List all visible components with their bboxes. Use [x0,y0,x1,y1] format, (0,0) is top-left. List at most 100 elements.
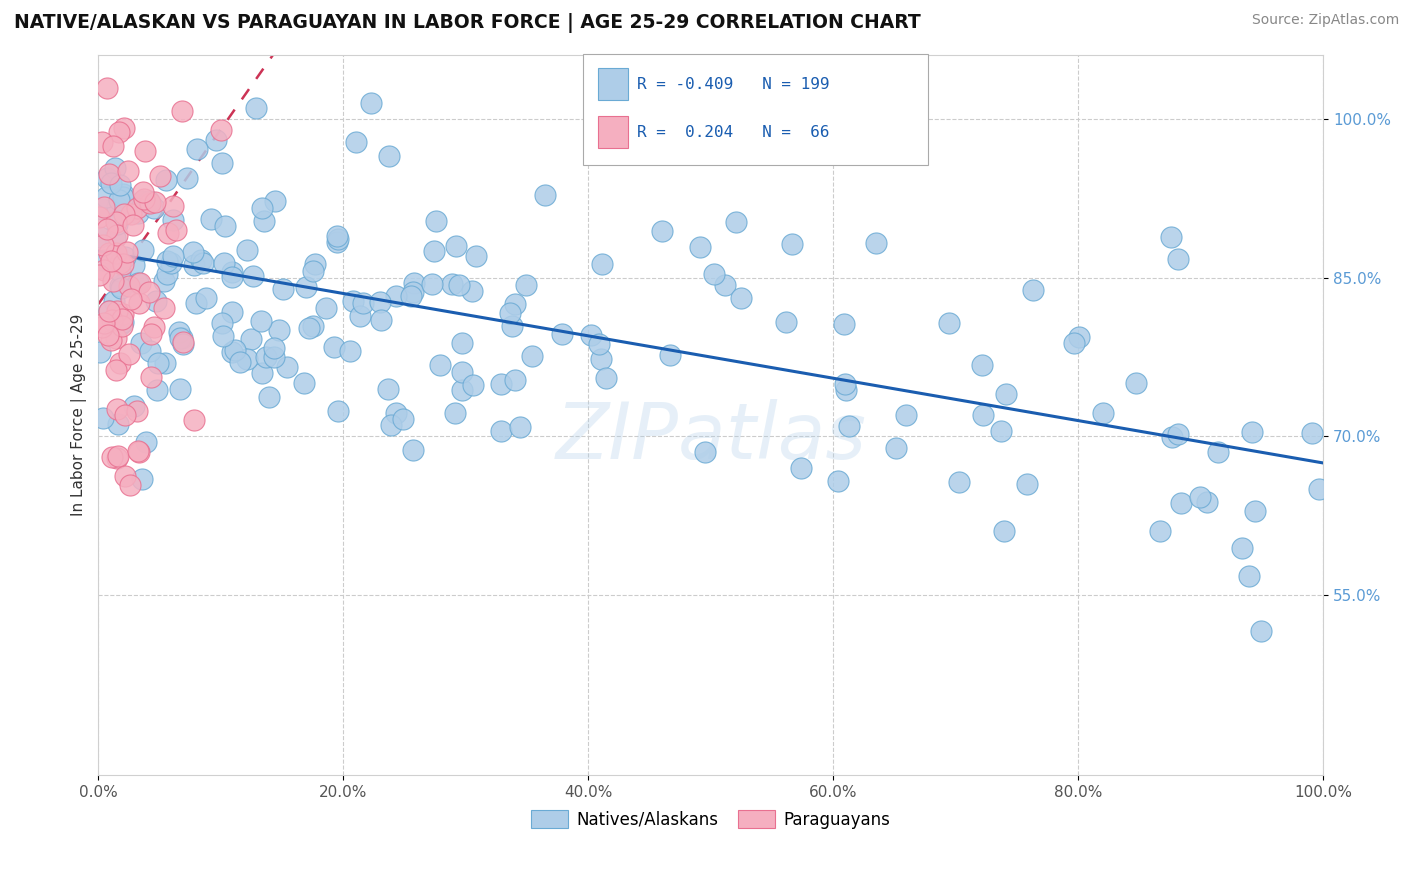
Point [212,256,235,270]
Point [157,226,180,240]
Point [1237,569,1260,583]
Point [221,270,243,285]
Point [295,280,318,294]
Point [100,177,122,191]
Y-axis label: In Labor Force | Age 25-29: In Labor Force | Age 25-29 [72,314,87,516]
Point [276,359,298,374]
Point [221,304,243,318]
Point [252,366,274,380]
Point [659,348,682,362]
Point [134,145,156,159]
Point [239,333,262,347]
Text: ZIPatlas: ZIPatlas [555,399,866,475]
Point [112,190,135,204]
Point [304,257,326,271]
Point [169,331,191,345]
Point [224,343,246,358]
Point [101,274,124,288]
Point [1250,624,1272,638]
Point [89,345,111,359]
Point [399,289,422,303]
Point [834,383,856,397]
Point [172,334,194,349]
Point [377,149,399,163]
Point [328,404,350,418]
Point [98,245,121,260]
Point [104,215,127,229]
Point [117,163,139,178]
Point [128,296,150,310]
Point [595,370,617,384]
Point [420,277,443,291]
Point [105,304,128,318]
Point [730,292,752,306]
Point [714,277,737,292]
Point [703,267,725,281]
Point [349,309,371,323]
Point [131,194,153,208]
Point [153,356,176,370]
Point [112,307,135,321]
Point [87,268,110,283]
Point [301,318,323,333]
Point [579,328,602,343]
Point [162,212,184,227]
Point [1244,504,1267,518]
Point [96,170,118,185]
Point [107,125,129,139]
Point [186,142,208,156]
Point [509,420,531,434]
Point [993,524,1015,538]
Point [191,255,214,269]
Text: R = -0.409   N = 199: R = -0.409 N = 199 [637,77,830,92]
Point [990,424,1012,438]
Point [110,279,132,293]
Point [695,445,717,459]
Point [111,318,134,333]
Point [1195,495,1218,509]
Point [138,343,160,358]
Point [425,214,447,228]
Point [108,318,131,332]
Point [344,136,367,150]
Point [120,293,142,307]
Point [98,167,121,181]
Point [326,232,349,246]
Point [112,315,135,329]
Point [245,101,267,115]
Point [588,336,610,351]
Point [162,199,184,213]
Point [1167,426,1189,441]
Point [326,228,349,243]
Point [461,284,484,298]
Point [110,256,132,270]
Point [689,240,711,254]
Point [315,301,337,315]
Point [100,333,122,347]
Point [170,330,193,344]
Point [108,263,131,277]
Point [105,227,128,242]
Point [209,123,232,137]
Point [292,376,315,390]
Point [200,212,222,227]
Point [183,259,205,273]
Point [148,355,170,369]
Point [152,274,174,288]
Point [970,358,993,372]
Point [250,314,273,328]
Point [107,417,129,431]
Point [444,239,467,253]
Point [172,337,194,351]
Point [263,341,285,355]
Text: Source: ZipAtlas.com: Source: ZipAtlas.com [1251,13,1399,28]
Point [132,192,155,206]
Point [127,276,149,290]
Point [938,316,960,330]
Point [169,382,191,396]
Point [138,194,160,209]
Point [301,264,323,278]
Point [110,281,132,295]
Point [451,335,474,350]
Point [138,285,160,299]
